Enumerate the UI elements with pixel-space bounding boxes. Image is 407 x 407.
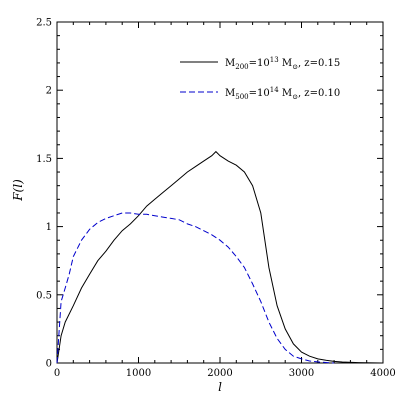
x-tick-label: 0 xyxy=(54,368,60,379)
y-tick-label: 1.5 xyxy=(36,154,52,165)
x-tick-label: 1000 xyxy=(126,368,151,379)
y-tick-label: 0 xyxy=(46,359,52,370)
x-tick-label: 3000 xyxy=(289,368,314,379)
series-group xyxy=(56,150,384,364)
legend-label-1: M200=1013 M⊙, z=0.15 xyxy=(225,56,340,71)
legend-label-2: M500=1014 M⊙, z=0.10 xyxy=(225,86,340,101)
y-tick-label: 2 xyxy=(46,86,52,97)
series-line-1 xyxy=(56,150,384,364)
x-tick-label: 2000 xyxy=(207,368,232,379)
x-tick-label: 4000 xyxy=(370,368,395,379)
legend: M200=1013 M⊙, z=0.15 M500=1014 M⊙, z=0.1… xyxy=(180,56,340,101)
plot-frame xyxy=(56,21,384,364)
x-axis-label: l xyxy=(218,380,222,394)
y-axis-label: F(l) xyxy=(11,179,25,202)
ticks-group: 0 1000 2000 3000 4000 0 0.5 1 1.5 2 2.5 xyxy=(36,18,396,380)
series-line-2 xyxy=(56,212,335,364)
y-tick-label: 0.5 xyxy=(36,290,52,301)
y-tick-label: 1 xyxy=(46,222,52,233)
y-tick-label: 2.5 xyxy=(36,18,52,29)
